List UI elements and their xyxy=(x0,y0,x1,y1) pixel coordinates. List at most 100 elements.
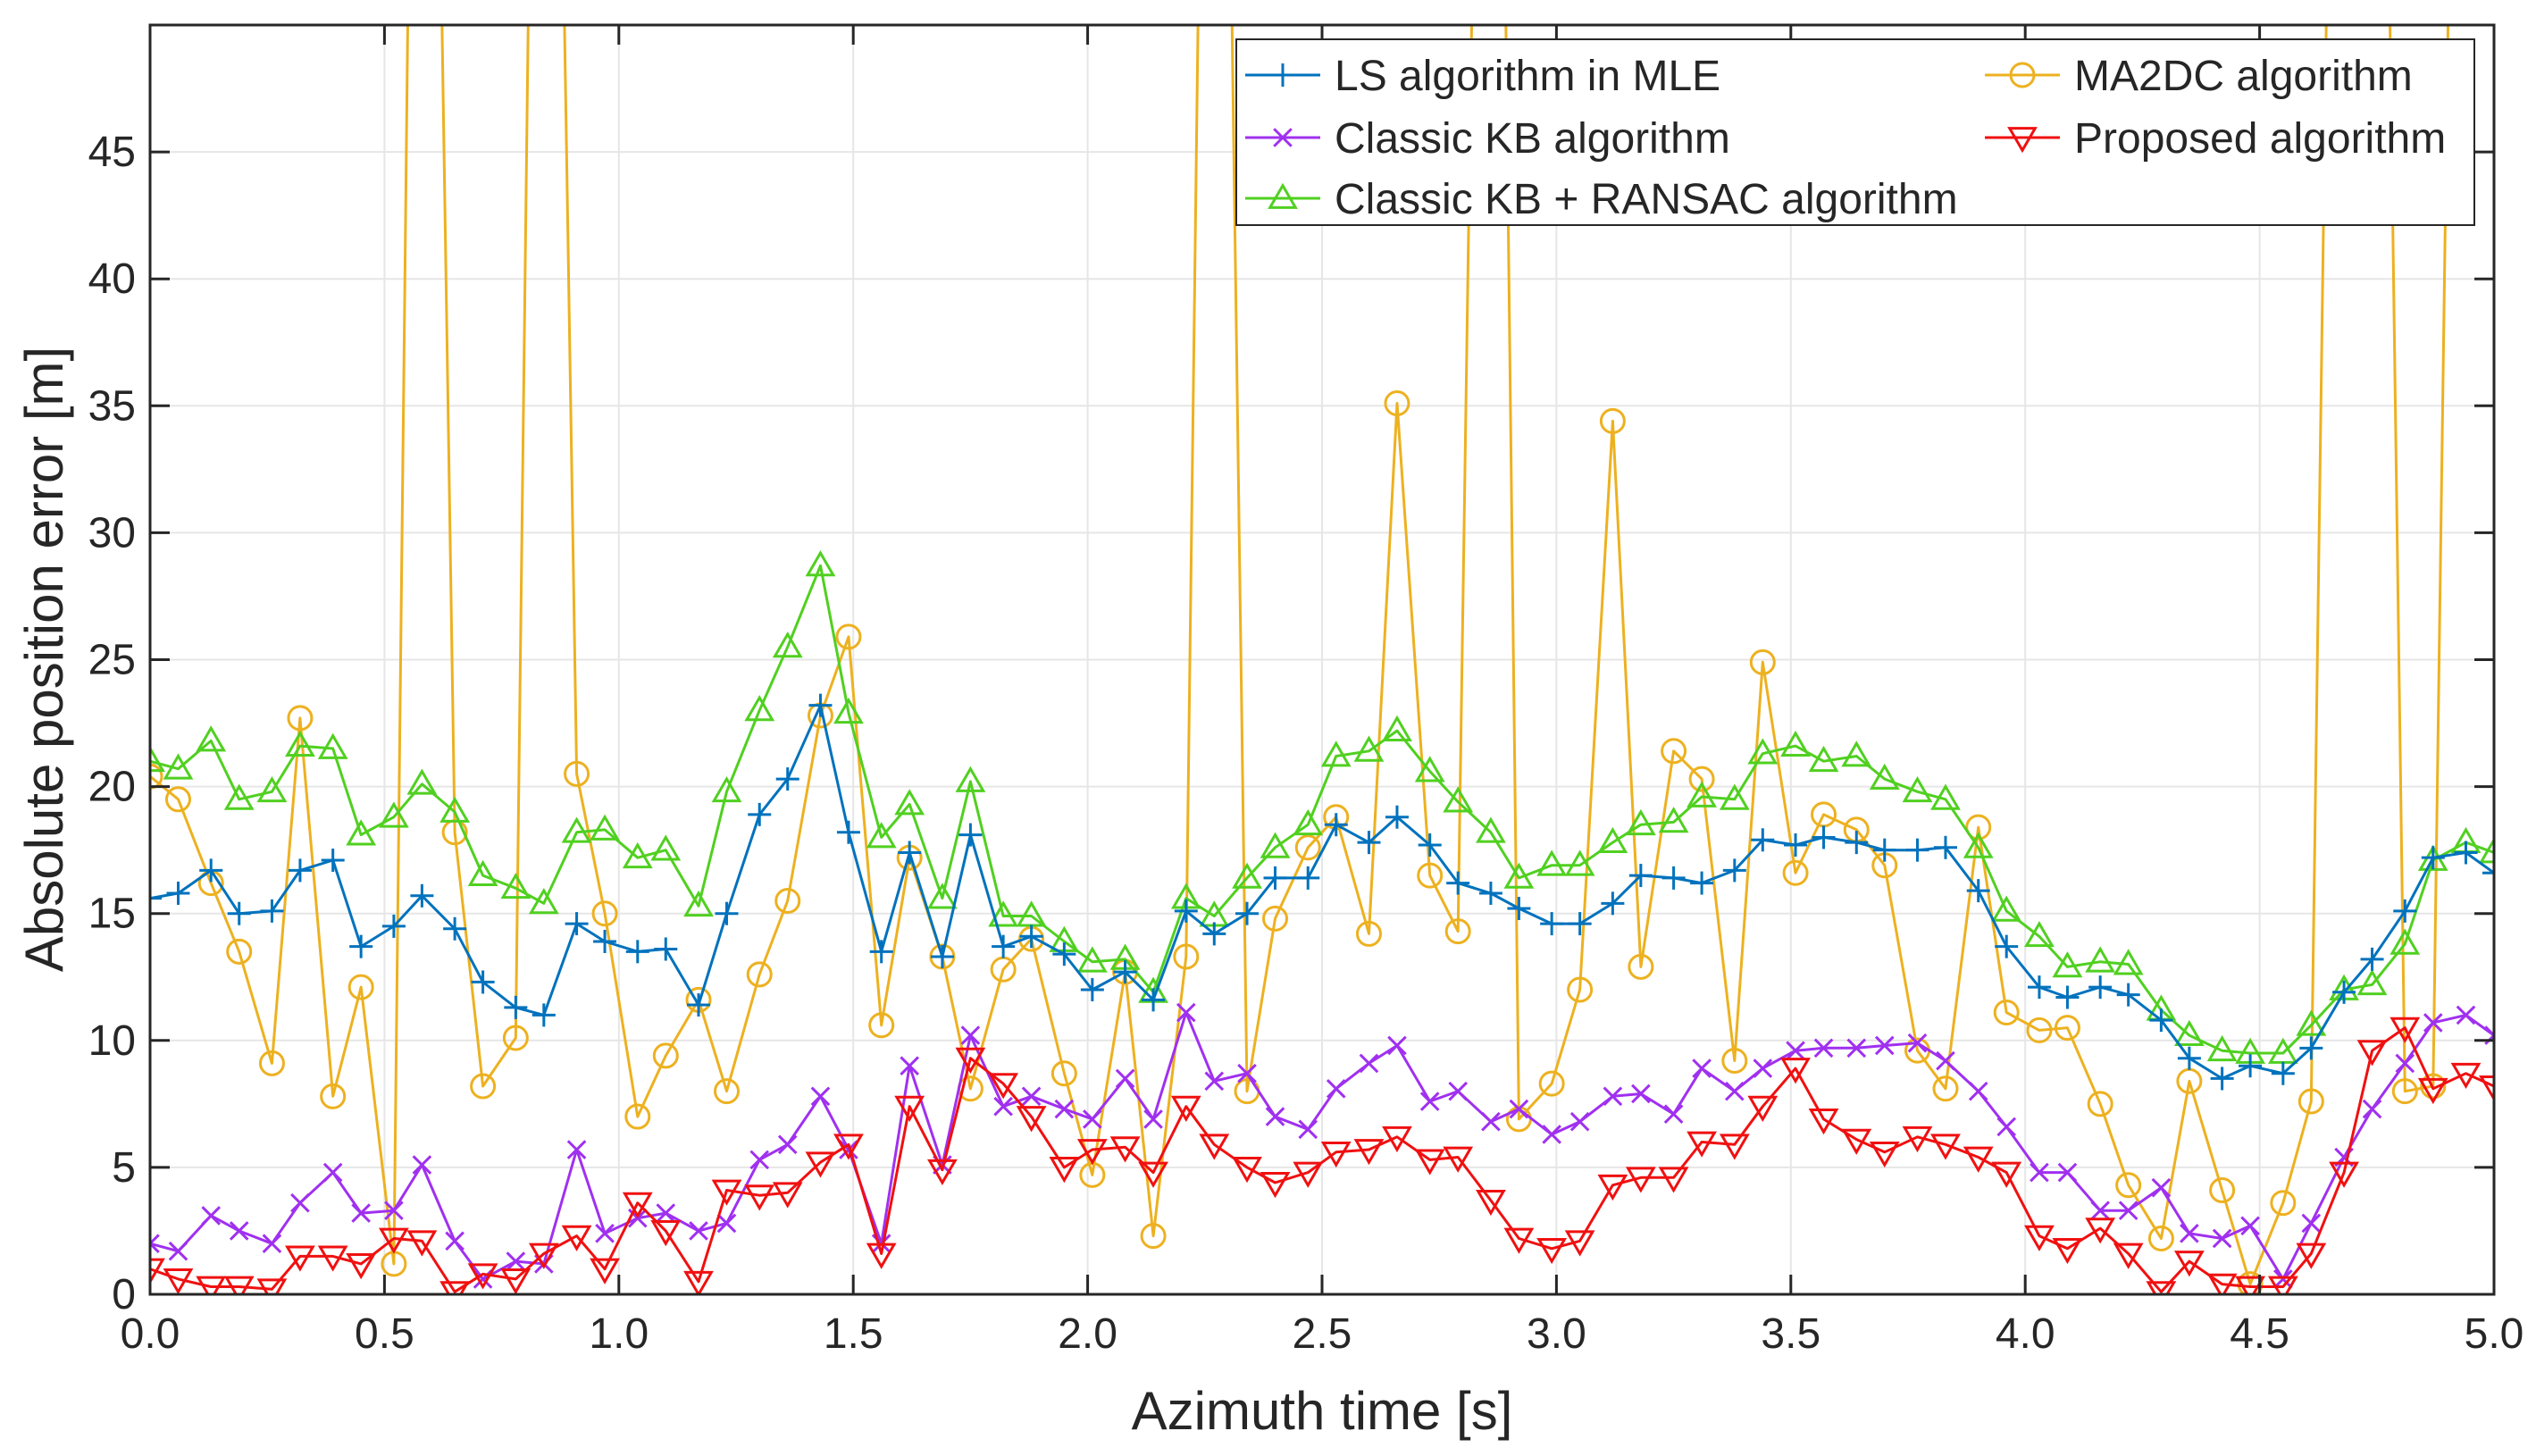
data-point xyxy=(2301,1213,2322,1234)
data-point xyxy=(201,1206,222,1226)
data-point xyxy=(1747,1095,1779,1122)
data-point xyxy=(502,1025,529,1051)
x-tick-label: 2.5 xyxy=(1293,1310,1352,1358)
data-point xyxy=(1907,1033,1928,1053)
data-point xyxy=(772,631,803,658)
data-point xyxy=(1536,1237,1568,1265)
data-point xyxy=(1170,1095,1201,1122)
data-point xyxy=(716,1213,737,1234)
data-point xyxy=(1869,1141,1900,1168)
data-point xyxy=(1507,897,1531,921)
y-tick-label: 10 xyxy=(88,1017,136,1065)
data-point xyxy=(256,1278,288,1294)
x-axis-label: Azimuth time [s] xyxy=(1132,1381,1513,1441)
data-point xyxy=(868,1012,895,1039)
data-point xyxy=(836,820,860,844)
x-tick-label: 2.0 xyxy=(1058,1310,1117,1358)
data-point xyxy=(2356,968,2388,996)
data-point xyxy=(1725,1081,1745,1101)
data-point xyxy=(2209,1176,2236,1203)
data-point xyxy=(2027,975,2051,1000)
data-point xyxy=(528,1243,559,1269)
data-point xyxy=(1320,741,1352,767)
x-tick-label: 0.5 xyxy=(355,1310,414,1358)
data-point xyxy=(317,1245,348,1272)
data-point xyxy=(1872,838,1896,862)
data-point xyxy=(2360,947,2384,971)
data-point xyxy=(1140,1223,1167,1250)
data-point xyxy=(1686,781,1717,807)
data-point xyxy=(833,1134,864,1160)
data-point xyxy=(1719,783,1750,810)
data-point xyxy=(835,623,862,650)
data-point xyxy=(227,901,251,925)
legend-item-proposed-algorithm: Proposed algorithm xyxy=(1985,115,2446,163)
data-point xyxy=(1536,849,1568,876)
data-point xyxy=(1232,862,1262,889)
data-point xyxy=(2118,1201,2138,1221)
data-point xyxy=(2113,1243,2144,1269)
data-point xyxy=(1138,1161,1168,1188)
x-tick-label: 1.0 xyxy=(589,1310,649,1358)
data-point xyxy=(1930,783,1961,810)
data-point xyxy=(2390,1017,2421,1043)
data-point xyxy=(2206,1273,2238,1294)
data-point xyxy=(2391,1078,2418,1105)
data-point xyxy=(1932,1075,1959,1102)
y-tick-label: 25 xyxy=(88,637,136,684)
data-point xyxy=(2147,1225,2174,1251)
data-point xyxy=(320,1083,347,1109)
data-point xyxy=(2296,1243,2327,1269)
data-point xyxy=(470,1073,497,1100)
data-point xyxy=(749,1150,770,1170)
data-point xyxy=(2088,975,2113,1000)
data-point xyxy=(2052,951,2083,978)
data-point xyxy=(2173,1251,2205,1277)
data-point xyxy=(2362,1099,2382,1119)
data-point xyxy=(1597,826,1628,854)
y-axis-label: Absolute position error [m] xyxy=(14,347,74,972)
data-point xyxy=(2479,837,2494,864)
data-point xyxy=(1232,1157,1262,1184)
data-point xyxy=(1784,833,1808,857)
legend-label: MA2DC algorithm xyxy=(2074,53,2413,100)
data-point xyxy=(1444,918,1471,945)
data-point xyxy=(1869,763,1900,790)
data-point xyxy=(1476,1189,1506,1217)
data-point xyxy=(2482,861,2494,885)
data-point xyxy=(955,766,986,792)
data-point xyxy=(866,822,897,849)
data-point xyxy=(1597,1174,1628,1201)
data-point xyxy=(199,858,223,883)
data-point xyxy=(900,1056,919,1076)
data-point xyxy=(1083,1109,1102,1129)
data-point xyxy=(808,693,833,717)
data-point xyxy=(1749,649,1776,675)
data-point xyxy=(381,914,406,938)
data-point xyxy=(1076,946,1108,973)
data-point xyxy=(894,789,925,816)
data-point xyxy=(1202,922,1226,946)
data-point xyxy=(1808,1109,1839,1135)
data-point xyxy=(1262,905,1289,932)
data-point xyxy=(2296,1009,2327,1036)
data-point xyxy=(1564,849,1595,876)
data-point xyxy=(566,1140,587,1159)
data-point xyxy=(150,745,165,773)
data-point xyxy=(561,816,592,843)
data-point xyxy=(445,1231,465,1251)
data-point xyxy=(714,1078,741,1105)
data-point xyxy=(810,1086,831,1107)
legend-box xyxy=(1235,38,2475,226)
data-point xyxy=(163,753,194,780)
data-point xyxy=(1564,1230,1595,1257)
data-point xyxy=(595,1223,615,1243)
series-line-classic-kb-algorithm xyxy=(150,1011,2494,1281)
data-point xyxy=(1355,920,1382,947)
x-tick-label: 3.0 xyxy=(1527,1310,1586,1358)
data-point xyxy=(1054,1099,1075,1119)
data-point xyxy=(1722,858,1746,883)
data-point xyxy=(1357,831,1381,855)
data-point xyxy=(561,1225,592,1251)
